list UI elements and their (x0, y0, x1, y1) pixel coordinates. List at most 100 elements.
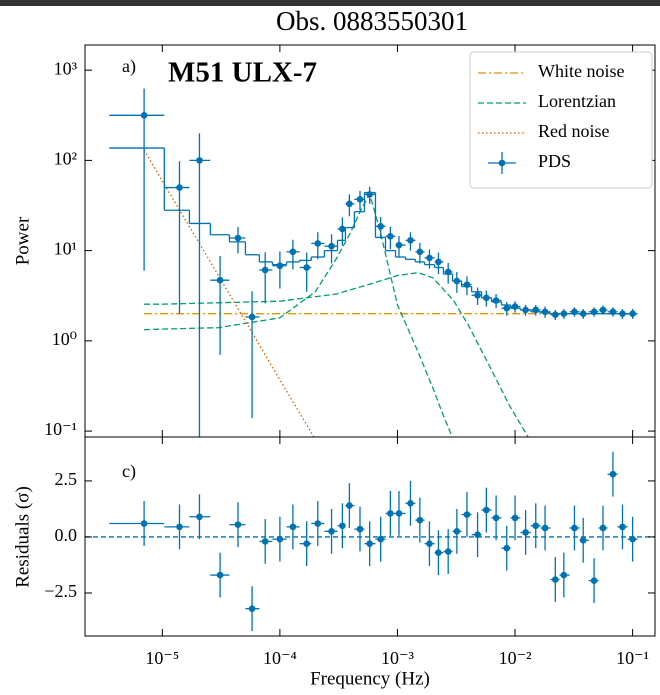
data-point (629, 535, 636, 543)
data-point (314, 240, 322, 247)
data-point (234, 521, 242, 528)
data-point (483, 294, 490, 302)
data-point (261, 538, 269, 545)
y-axis-label: Power (12, 216, 33, 265)
data-point (407, 500, 414, 507)
y-tick-label: 10⁻¹ (44, 419, 77, 439)
data-point (216, 276, 224, 284)
x-tick-label: 10⁻⁴ (263, 648, 297, 668)
x-tick-label: 10⁻¹ (616, 648, 649, 668)
data-point (303, 540, 310, 547)
panel-label: c) (122, 461, 136, 482)
data-point (453, 528, 461, 535)
data-point (314, 520, 322, 527)
axes-frame (84, 436, 656, 637)
data-point (289, 248, 297, 256)
data-point (463, 281, 471, 288)
data-point (261, 266, 269, 274)
y-tick-label: 10² (54, 149, 77, 169)
data-point (356, 196, 364, 203)
data-point (346, 502, 353, 509)
data-point (579, 537, 587, 544)
data-point (196, 513, 203, 521)
data-point (503, 544, 511, 552)
data-point (619, 523, 626, 531)
data-point (339, 522, 346, 530)
data-point (366, 540, 373, 547)
data-point (541, 308, 549, 316)
data-point (248, 605, 256, 612)
data-point (426, 254, 433, 262)
data-point (395, 241, 403, 249)
y-axis-label: Residuals (σ) (12, 486, 33, 588)
data-point (629, 310, 636, 317)
data-point (356, 525, 364, 533)
data-point (541, 524, 549, 532)
data-point (463, 511, 471, 518)
data-point (590, 577, 598, 584)
data-point (140, 111, 148, 119)
data-point (590, 308, 598, 316)
chart-title: Obs. 0883550301 (276, 6, 468, 36)
data-point (346, 200, 353, 208)
data-point (366, 191, 373, 198)
model-component (143, 149, 315, 437)
data-point (435, 258, 442, 266)
y-tick-label: 10³ (54, 58, 78, 78)
data-point (444, 268, 452, 276)
plot-area (85, 451, 655, 632)
annotation: M51 ULX-7 (168, 57, 317, 89)
data-point (377, 223, 384, 230)
data-point (416, 516, 424, 524)
data-point (435, 549, 442, 556)
data-point (599, 306, 607, 314)
legend-label: Lorentzian (538, 91, 616, 111)
data-point (248, 313, 256, 321)
data-point (560, 310, 568, 317)
legend-box (469, 51, 653, 189)
data-point (176, 523, 183, 531)
data-point (503, 304, 511, 312)
x-tick-label: 10⁻² (499, 648, 532, 668)
data-point (234, 234, 242, 242)
data-point (276, 262, 284, 270)
plot-area (109, 88, 638, 437)
data-point (387, 510, 394, 517)
data-point (579, 310, 587, 317)
data-point (492, 514, 500, 522)
data-point (176, 184, 183, 191)
data-point (511, 514, 519, 522)
model-component (144, 271, 529, 437)
data-point (474, 531, 481, 539)
x-axis-label: Frequency (Hz) (310, 668, 430, 689)
data-point (328, 242, 335, 250)
data-point (216, 571, 224, 579)
data-point (483, 506, 490, 514)
data-point (444, 548, 452, 555)
data-point (609, 470, 617, 478)
legend-label: Red noise (538, 121, 610, 141)
data-point (552, 311, 559, 318)
data-point (571, 524, 578, 532)
model-component (144, 192, 454, 437)
data-point (571, 308, 578, 316)
window-bar (0, 0, 660, 6)
data-point (552, 576, 559, 583)
data-point (426, 540, 433, 547)
data-point (387, 233, 394, 240)
x-tick-label: 10⁻³ (381, 648, 415, 668)
data-point (492, 297, 500, 304)
data-point (289, 523, 297, 531)
panel-label: a) (122, 56, 136, 77)
data-point (328, 528, 335, 535)
data-point (395, 510, 403, 517)
data-point (140, 520, 148, 527)
y-tick-label: 10⁰ (52, 329, 77, 349)
data-point (196, 157, 203, 164)
data-point (609, 308, 617, 316)
data-point (511, 303, 519, 310)
legend-label: White noise (538, 61, 624, 81)
data-point (599, 524, 607, 532)
data-point (522, 306, 529, 314)
